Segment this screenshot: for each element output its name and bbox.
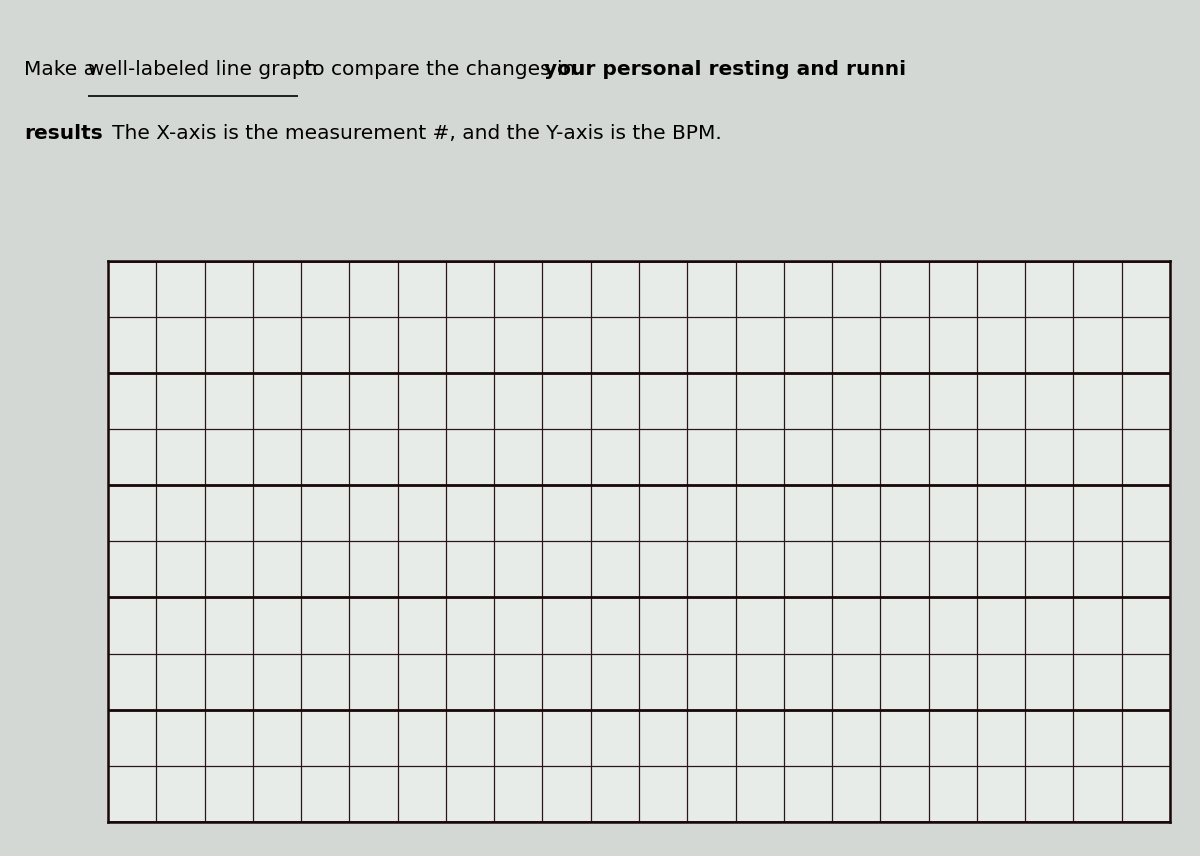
Text: .  The X-axis is the measurement #, and the Y-axis is the BPM.: . The X-axis is the measurement #, and t… — [92, 124, 721, 143]
Text: well-labeled line graph: well-labeled line graph — [88, 60, 318, 79]
Text: Make a: Make a — [24, 60, 102, 79]
Text: your personal resting and runni: your personal resting and runni — [544, 60, 906, 79]
Text: results: results — [24, 124, 103, 143]
Text: to compare the changes in: to compare the changes in — [298, 60, 581, 79]
